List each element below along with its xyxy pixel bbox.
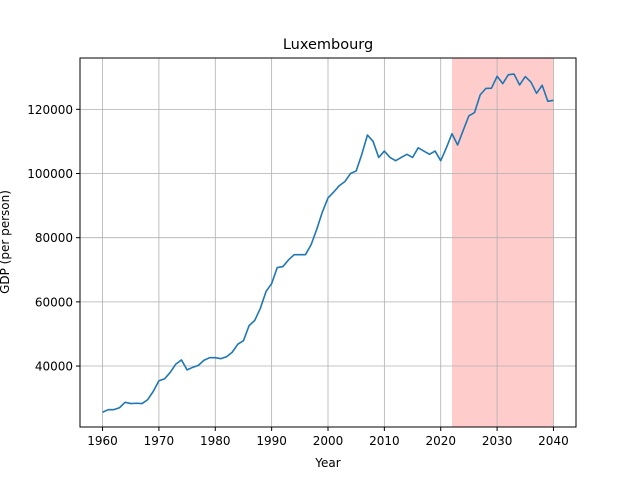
x-axis-label: Year: [314, 456, 340, 470]
y-tick-label: 60000: [35, 295, 73, 309]
y-tick-label: 80000: [35, 231, 73, 245]
x-tick-label: 1960: [87, 434, 118, 448]
y-axis-label: GDP (per person): [0, 190, 12, 294]
series-layer: [102, 73, 554, 413]
y-tick-label: 120000: [27, 103, 73, 117]
x-tick-label: 1980: [200, 434, 231, 448]
x-tick-label: 2030: [482, 434, 513, 448]
x-tick-label: 2010: [369, 434, 400, 448]
y-tick-label: 100000: [27, 167, 73, 181]
gdp-series-line: [102, 73, 554, 413]
forecast-highlight-span: [452, 58, 554, 427]
x-tick-label: 2000: [313, 434, 344, 448]
grid-layer: [80, 58, 576, 427]
x-tick-label: 2020: [425, 434, 456, 448]
x-tick-label: 2040: [538, 434, 569, 448]
tick-layer: 1960 1970 1980 1990 2000 2010 2020 2030 2040 4000…: [27, 103, 569, 448]
highlight-span-layer: [452, 58, 554, 427]
y-tick-label: 40000: [35, 360, 73, 374]
x-tick-label: 1970: [144, 434, 175, 448]
chart-title: Luxembourg: [283, 37, 373, 53]
x-tick-label: 1990: [256, 434, 287, 448]
